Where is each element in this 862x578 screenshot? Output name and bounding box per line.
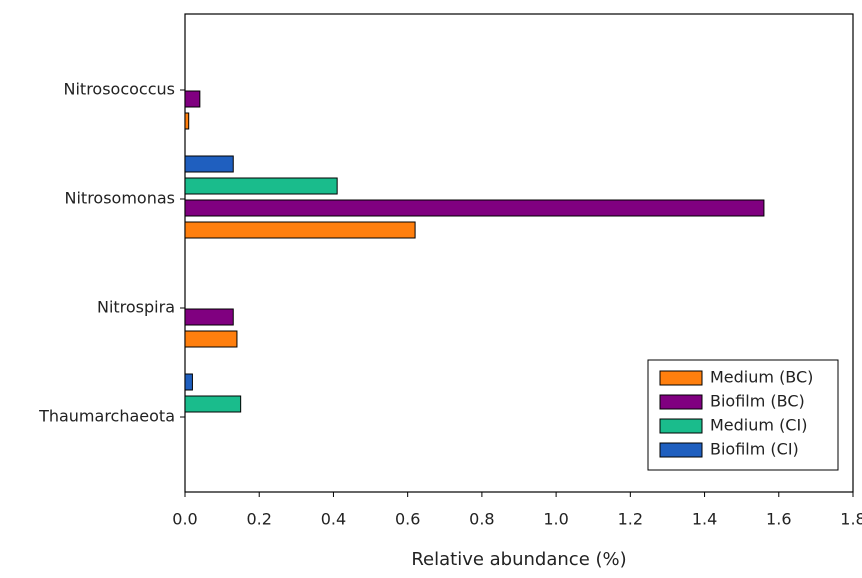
bar: [184, 221, 416, 239]
x-tick-label: 0.2: [246, 510, 271, 529]
bar: [184, 90, 201, 108]
bar: [184, 112, 190, 130]
x-tick-label: 0.6: [395, 510, 420, 529]
bar: [184, 395, 242, 413]
x-tick-label: 0.4: [321, 510, 346, 529]
bar: [184, 373, 193, 391]
legend-label: Medium (BC): [710, 368, 813, 387]
bar: [184, 155, 234, 173]
y-tick-label: Thaumarchaeota: [38, 407, 175, 426]
y-tick-label: Nitrosococcus: [64, 80, 175, 99]
plot-frame: [184, 13, 854, 493]
y-tick-label: Nitrosomonas: [65, 189, 175, 208]
x-axis-label: Relative abundance (%): [411, 549, 626, 570]
legend-swatch: [659, 418, 703, 434]
x-tick-label: 0.8: [469, 510, 494, 529]
legend-swatch: [659, 394, 703, 410]
legend-label: Biofilm (CI): [710, 440, 799, 459]
y-tick-label: Nitrospira: [97, 298, 175, 317]
x-tick-label: 1.4: [692, 510, 717, 529]
x-tick-label: 1.8: [840, 510, 862, 529]
x-tick-label: 1.0: [543, 510, 568, 529]
x-tick-label: 0.0: [172, 510, 197, 529]
x-tick-label: 1.2: [618, 510, 643, 529]
bar: [184, 177, 338, 195]
legend-label: Medium (CI): [710, 416, 807, 435]
legend-swatch: [659, 442, 703, 458]
bar: [184, 308, 234, 326]
legend-swatch: [659, 370, 703, 386]
bar: [184, 199, 765, 217]
x-tick-label: 1.6: [766, 510, 791, 529]
bar: [184, 330, 238, 348]
legend-label: Biofilm (BC): [710, 392, 805, 411]
